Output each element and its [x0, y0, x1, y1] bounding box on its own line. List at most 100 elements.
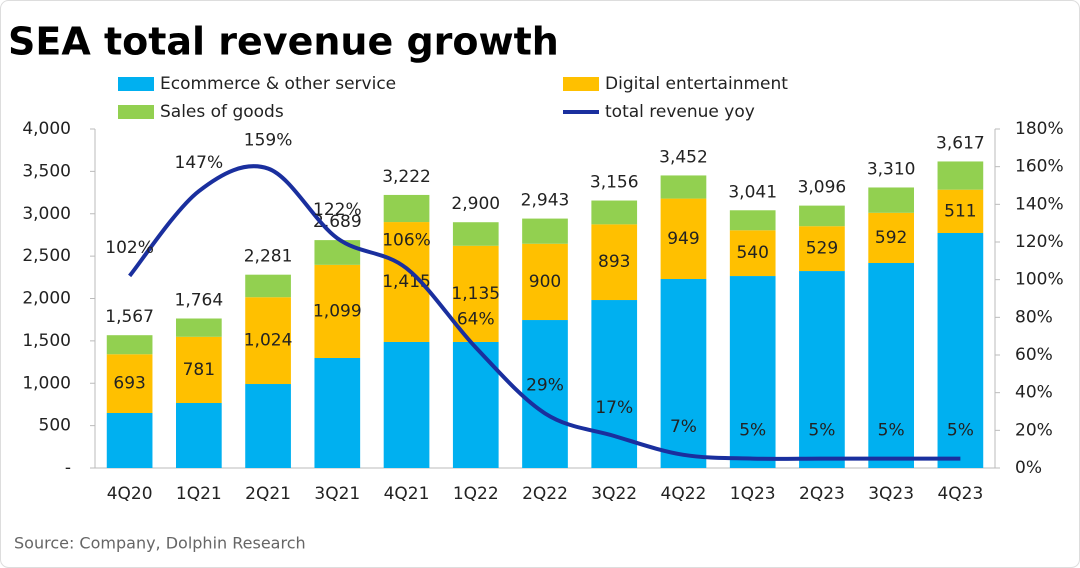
value-label: 511 — [944, 201, 976, 221]
x-tick-label: 4Q23 — [937, 484, 983, 504]
bar-segment — [591, 224, 638, 301]
x-tick-label: 3Q21 — [314, 484, 360, 504]
bar-segment — [452, 245, 499, 342]
bar-segment — [868, 212, 914, 263]
bar-segment — [591, 200, 638, 225]
yoy-line — [128, 164, 961, 461]
value-label: 1,024 — [244, 331, 293, 351]
y-tick-label: 3,000 — [22, 204, 71, 224]
bar-segment — [245, 297, 291, 385]
line-label: 5% — [947, 421, 974, 441]
bar-segment — [383, 194, 430, 223]
bar-segment — [799, 271, 845, 468]
bar-segment — [799, 226, 845, 272]
line-label: 5% — [878, 421, 905, 441]
bar-segment — [729, 276, 776, 468]
bar-segment — [176, 336, 222, 403]
total-label: 3,096 — [798, 178, 847, 198]
y-tick-label: 4,000 — [22, 119, 71, 139]
legend-swatch — [118, 105, 154, 119]
x-tick-label: 4Q21 — [384, 484, 430, 504]
total-label: 2,900 — [451, 194, 500, 214]
total-label: 1,764 — [175, 291, 224, 311]
y-tick-label: 1,000 — [22, 373, 71, 393]
x-tick-label: 1Q22 — [453, 484, 499, 504]
x-tick-label: 1Q21 — [176, 484, 222, 504]
legend-swatch — [563, 77, 599, 91]
total-label: 3,222 — [382, 167, 431, 187]
value-label: 1,135 — [451, 284, 500, 304]
x-tick-label: 3Q22 — [591, 484, 637, 504]
value-label: 893 — [598, 252, 630, 272]
y2-tick-label: 160% — [1015, 157, 1064, 177]
line-label: 102% — [105, 238, 154, 258]
legend-swatch — [118, 77, 154, 91]
line-label: 5% — [739, 421, 766, 441]
bar-segment — [245, 274, 291, 298]
value-label: 540 — [736, 243, 768, 263]
value-label: 1,099 — [313, 301, 362, 321]
bar-segment — [799, 205, 845, 227]
legend-label: total revenue yoy — [605, 102, 755, 122]
line-label: 159% — [244, 131, 293, 151]
total-label: 3,617 — [936, 133, 985, 153]
line-label: 29% — [526, 375, 564, 395]
y2-tick-label: 140% — [1015, 194, 1064, 214]
x-tick-label: 1Q23 — [730, 484, 776, 504]
y2-tick-label: 60% — [1015, 345, 1053, 365]
total-label: 3,041 — [728, 182, 777, 202]
y2-tick-label: 80% — [1015, 307, 1053, 327]
bar-segment — [522, 320, 568, 468]
line-label: 7% — [670, 417, 697, 437]
y2-tick-label: 180% — [1015, 119, 1064, 139]
bar-segment — [937, 161, 984, 190]
legend-label: Digital entertainment — [605, 74, 788, 94]
total-label: 2,281 — [244, 247, 293, 267]
bar-segment — [106, 335, 153, 355]
bar-segment — [176, 402, 222, 468]
bar-segment — [660, 175, 707, 199]
y-tick-label: 500 — [39, 416, 71, 436]
line-label: 147% — [175, 153, 224, 173]
y2-tick-label: 0% — [1015, 458, 1042, 478]
bar-segment — [522, 243, 568, 321]
bar-segment — [729, 230, 776, 277]
bar-segment — [314, 357, 361, 468]
x-tick-label: 2Q23 — [799, 484, 845, 504]
y-tick-label: 2,000 — [22, 289, 71, 309]
legend-label: Sales of goods — [160, 102, 284, 122]
y-tick-label: 2,500 — [22, 246, 71, 266]
total-label: 3,156 — [590, 173, 639, 193]
line-label: 64% — [457, 309, 495, 329]
bar-segment — [106, 354, 153, 413]
bar-segment — [522, 218, 568, 244]
legend-label: Ecommerce & other service — [160, 74, 396, 94]
source: Source: Company, Dolphin Research — [14, 534, 306, 553]
bar-segment — [937, 189, 984, 233]
x-tick-label: 4Q22 — [661, 484, 707, 504]
line-label: 122% — [313, 200, 362, 220]
total-label: 2,943 — [521, 191, 570, 211]
y2-tick-label: 20% — [1015, 420, 1053, 440]
bar-segment — [452, 341, 499, 468]
value-label: 592 — [875, 228, 907, 248]
bar-segment — [314, 264, 361, 358]
x-tick-label: 2Q22 — [522, 484, 568, 504]
bar-segment — [245, 384, 291, 468]
bar-segment — [383, 341, 430, 468]
line-label: 17% — [595, 398, 633, 418]
bar-segment — [660, 198, 707, 280]
x-tick-label: 3Q23 — [868, 484, 914, 504]
bar-segment — [868, 262, 914, 468]
bar-segment — [106, 412, 153, 468]
bar-segment — [660, 279, 707, 468]
y-tick-label: 1,500 — [22, 331, 71, 351]
y2-tick-label: 120% — [1015, 232, 1064, 252]
y-tick-label: 3,500 — [22, 161, 71, 181]
total-label: 3,310 — [867, 159, 916, 179]
bar-segment — [868, 187, 914, 213]
chart-title: SEA total revenue growth — [8, 20, 559, 64]
value-label: 900 — [529, 272, 561, 292]
value-label: 781 — [183, 360, 215, 380]
